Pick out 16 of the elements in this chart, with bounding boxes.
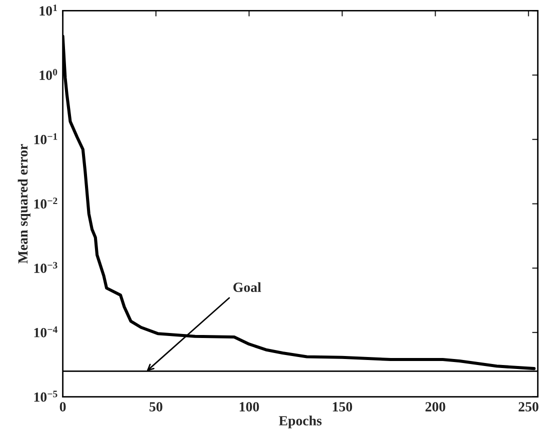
x-tick-label: 250 (518, 402, 538, 412)
y-tick-label: 10$^{−3}$ (34, 262, 58, 274)
x-axis-title: Epochs (278, 416, 322, 428)
y-tick-label: 10$^{1}$ (40, 4, 57, 16)
x-tick-label: 0 (60, 402, 66, 412)
y-tick-label: 10$^{−2}$ (34, 198, 58, 209)
x-tick-label: 150 (332, 402, 352, 412)
x-tick-label: 100 (240, 402, 259, 412)
y-tick-label: 10$^{−4}$ (34, 326, 58, 338)
y-axis-title: Mean squared error (18, 144, 30, 264)
x-tick-label: 50 (150, 402, 162, 412)
y-tick-label: 10$^{−5}$ (34, 390, 58, 402)
x-tick-label: 200 (426, 402, 446, 412)
annotation: Goal (233, 282, 262, 292)
y-tick-label: 10$^{0}$ (40, 68, 58, 80)
y-tick-label: 10$^{−1}$ (34, 133, 58, 144)
